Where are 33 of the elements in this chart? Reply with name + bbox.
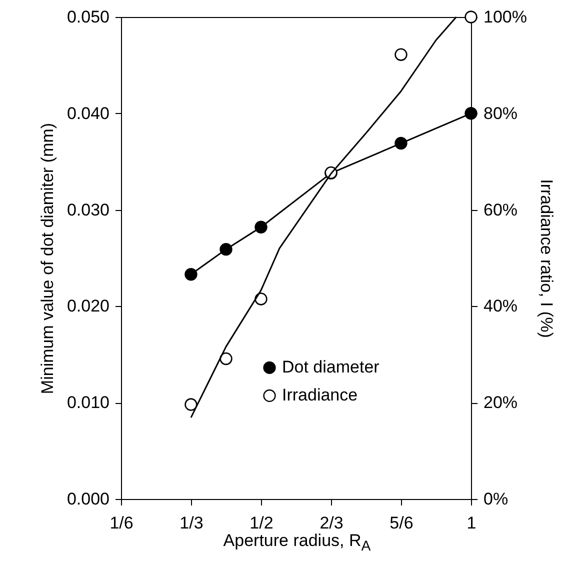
point: [254, 220, 268, 234]
legend-label: Irradiance: [282, 386, 358, 405]
x-tick-label: 1: [466, 514, 476, 532]
y-axis-title: Minimum value of dot diamiter (mm): [38, 122, 57, 394]
y-tick-label: 0.020: [66, 296, 110, 316]
y-tick-label: 0.050: [66, 8, 110, 26]
y-tick-label: 0.040: [66, 104, 110, 123]
point: [220, 352, 232, 366]
x-tick-label: 1/3: [180, 514, 204, 532]
x-tick-label: 2/3: [320, 514, 344, 532]
point: [394, 136, 408, 150]
y2-tick-label: 60%: [484, 200, 518, 220]
y2-tick-label: 20%: [484, 393, 518, 412]
legend-label: Dot diameter: [282, 358, 380, 377]
y-tick-label: 0.030: [66, 200, 110, 220]
x-tick-label: 1/2: [250, 514, 274, 532]
y2-axis-title: Irradiance ratio, I (%): [536, 179, 556, 338]
y2-tick-label: 0%: [484, 490, 508, 508]
x-axis-title: Aperture radius, R$_{A}$: [222, 531, 372, 554]
y2-tick-label: 40%: [484, 296, 518, 316]
y2-tick-label: 80%: [484, 104, 518, 123]
point: [254, 292, 268, 306]
y-tick-label: 0.010: [66, 393, 110, 412]
y2-tick-label: 100%: [484, 8, 527, 26]
x-tick-label: 5/6: [390, 514, 414, 532]
point: [184, 398, 198, 411]
point: [394, 48, 408, 61]
x-tick-label: 1/6: [110, 514, 134, 532]
point: [220, 242, 232, 256]
y-tick-label: 0.000: [66, 490, 110, 508]
point: [464, 10, 478, 24]
point: [464, 107, 478, 120]
point: [184, 268, 198, 281]
